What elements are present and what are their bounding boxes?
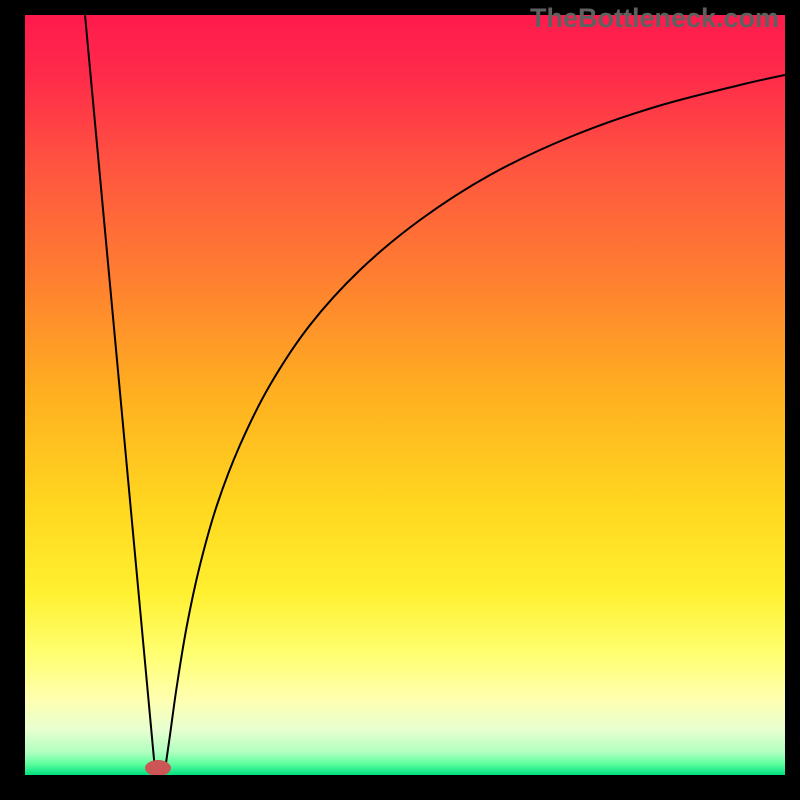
watermark-text: TheBottleneck.com <box>530 3 779 34</box>
left-curve <box>85 15 155 770</box>
chart-container: TheBottleneck.com <box>0 0 800 800</box>
right-curve <box>165 75 785 770</box>
plot-area <box>25 15 785 775</box>
curve-layer <box>25 15 785 775</box>
